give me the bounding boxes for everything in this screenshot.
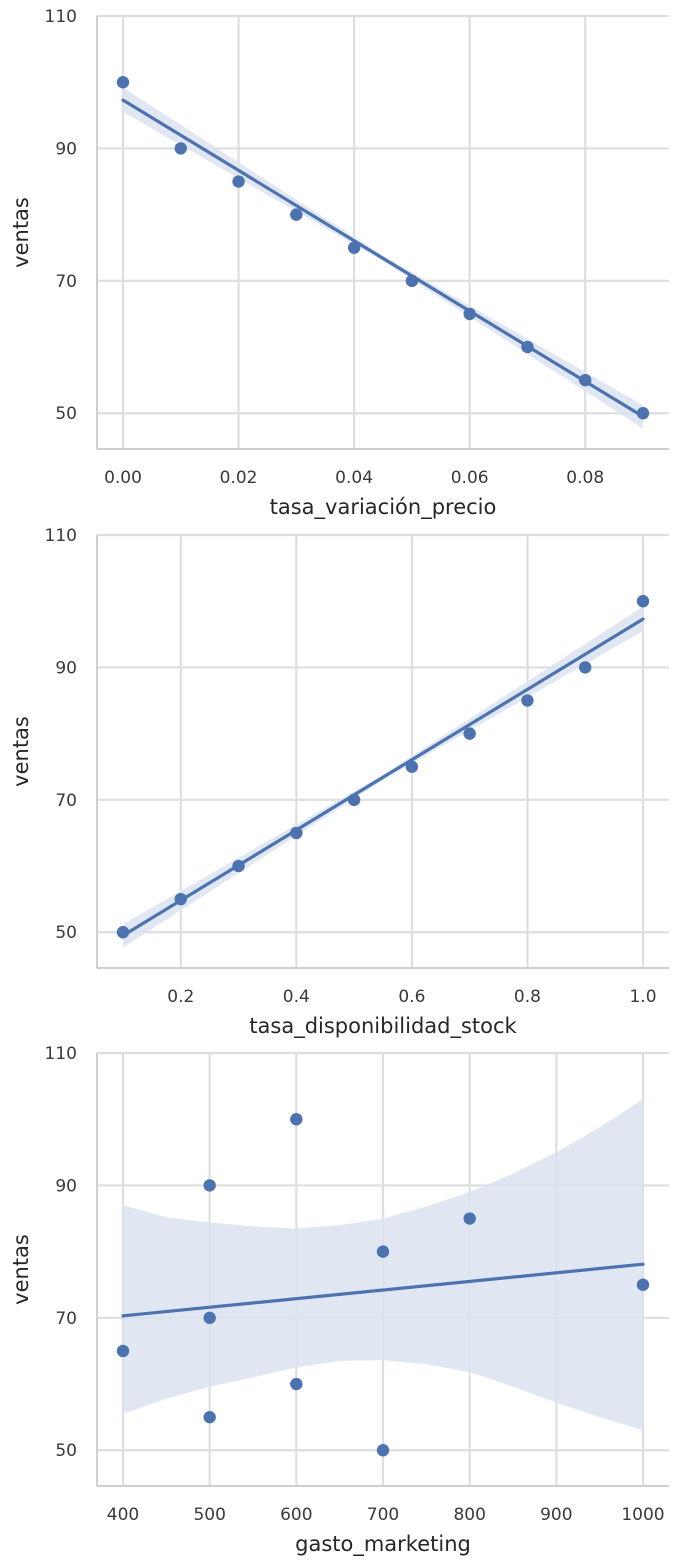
data-point [174, 142, 187, 155]
x-tick-label: 0.04 [335, 468, 373, 488]
data-point [347, 241, 361, 254]
data-point [203, 1311, 216, 1325]
y-tick-label: 70 [55, 791, 77, 811]
x-axis-label: tasa_disponibilidad_stock [249, 1014, 517, 1039]
regression-line [121, 617, 645, 938]
x-tick-label: 700 [367, 1505, 399, 1525]
y-axis-label: ventas [9, 716, 33, 787]
chart-panel-1: 0.00 0.02 0.04 0.06 0.08 50 70 90 110 tasa_variac… [9, 7, 669, 520]
x-axis-label: gasto_marketing [295, 1532, 471, 1557]
data-point [405, 760, 419, 773]
y-tick-label: 50 [55, 923, 77, 943]
regression-line [121, 98, 645, 419]
data-point [116, 76, 130, 89]
data-point [203, 1179, 216, 1192]
x-tick-label: 900 [540, 1505, 572, 1525]
regression-line [121, 1262, 645, 1318]
x-tick-label: 0.06 [451, 468, 489, 488]
x-tick-label: 600 [280, 1505, 312, 1525]
x-tick-label: 1.0 [629, 987, 656, 1007]
x-tick-label: 0.08 [566, 468, 604, 488]
y-tick-label: 90 [55, 658, 77, 678]
data-point [290, 826, 303, 840]
data-point [203, 1410, 216, 1424]
confidence-band [123, 1099, 643, 1431]
data-point [463, 307, 476, 321]
data-point [463, 1212, 476, 1225]
data-point [405, 274, 419, 288]
x-tick-label: 0.6 [398, 987, 425, 1007]
y-tick-label: 110 [45, 7, 77, 27]
y-tick-label: 70 [55, 272, 77, 292]
x-tick-label: 0.2 [167, 987, 194, 1007]
chart-panel-3: 400 500 600 700 800 900 1000 50 70 90 110 gasto_mar… [9, 1044, 669, 1557]
data-point [290, 1113, 303, 1126]
data-point [521, 340, 534, 354]
data-point [376, 1444, 390, 1457]
x-tick-label: 0.4 [283, 987, 310, 1007]
data-point [290, 208, 303, 221]
data-point [463, 727, 476, 740]
x-tick-label: 0.02 [220, 468, 258, 488]
x-tick-label: 500 [193, 1505, 225, 1525]
data-point [579, 661, 592, 674]
y-tick-label: 90 [55, 139, 77, 159]
data-point [636, 595, 650, 608]
data-point [347, 793, 361, 807]
x-tick-label: 0.8 [514, 987, 541, 1007]
data-point [579, 373, 592, 387]
data-point [636, 407, 650, 420]
chart-panel-2: 0.2 0.4 0.6 0.8 1.0 50 70 90 110 tasa_disponibili… [9, 526, 669, 1039]
x-axis-label: tasa_variación_precio [270, 495, 497, 520]
y-axis-label: ventas [9, 197, 33, 268]
y-tick-label: 50 [55, 404, 77, 424]
y-tick-label: 110 [45, 1044, 77, 1064]
y-tick-label: 50 [55, 1441, 77, 1461]
x-tick-label: 0.00 [104, 468, 142, 488]
data-point [376, 1245, 390, 1258]
x-tick-label: 1000 [621, 1505, 664, 1525]
data-point [232, 175, 245, 188]
x-tick-label: 800 [453, 1505, 485, 1525]
x-tick-label: 400 [107, 1505, 139, 1525]
y-tick-label: 90 [55, 1176, 77, 1196]
data-point [174, 892, 187, 906]
y-tick-label: 70 [55, 1309, 77, 1329]
data-point [521, 694, 534, 707]
data-point [116, 1344, 130, 1358]
y-tick-label: 110 [45, 526, 77, 546]
y-axis-label: ventas [9, 1234, 33, 1305]
data-point [116, 926, 130, 939]
data-point [636, 1278, 650, 1291]
data-point [232, 859, 245, 873]
data-point [290, 1377, 303, 1391]
